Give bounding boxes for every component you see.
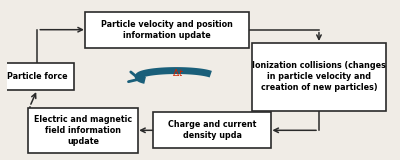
Text: Particle velocity and position
information update: Particle velocity and position informati… bbox=[101, 20, 233, 40]
FancyBboxPatch shape bbox=[252, 43, 386, 111]
FancyBboxPatch shape bbox=[28, 108, 138, 153]
FancyBboxPatch shape bbox=[1, 64, 74, 90]
Text: Ionization collisions (changes
in particle velocity and
creation of new particle: Ionization collisions (changes in partic… bbox=[252, 61, 386, 92]
Text: Charge and current
density upda: Charge and current density upda bbox=[168, 120, 256, 140]
FancyBboxPatch shape bbox=[85, 12, 248, 48]
Text: Electric and magnetic
field information
update: Electric and magnetic field information … bbox=[34, 115, 132, 146]
Text: Particle force: Particle force bbox=[7, 72, 68, 81]
FancyBboxPatch shape bbox=[154, 112, 271, 148]
Text: $\Delta t$: $\Delta t$ bbox=[172, 67, 184, 78]
